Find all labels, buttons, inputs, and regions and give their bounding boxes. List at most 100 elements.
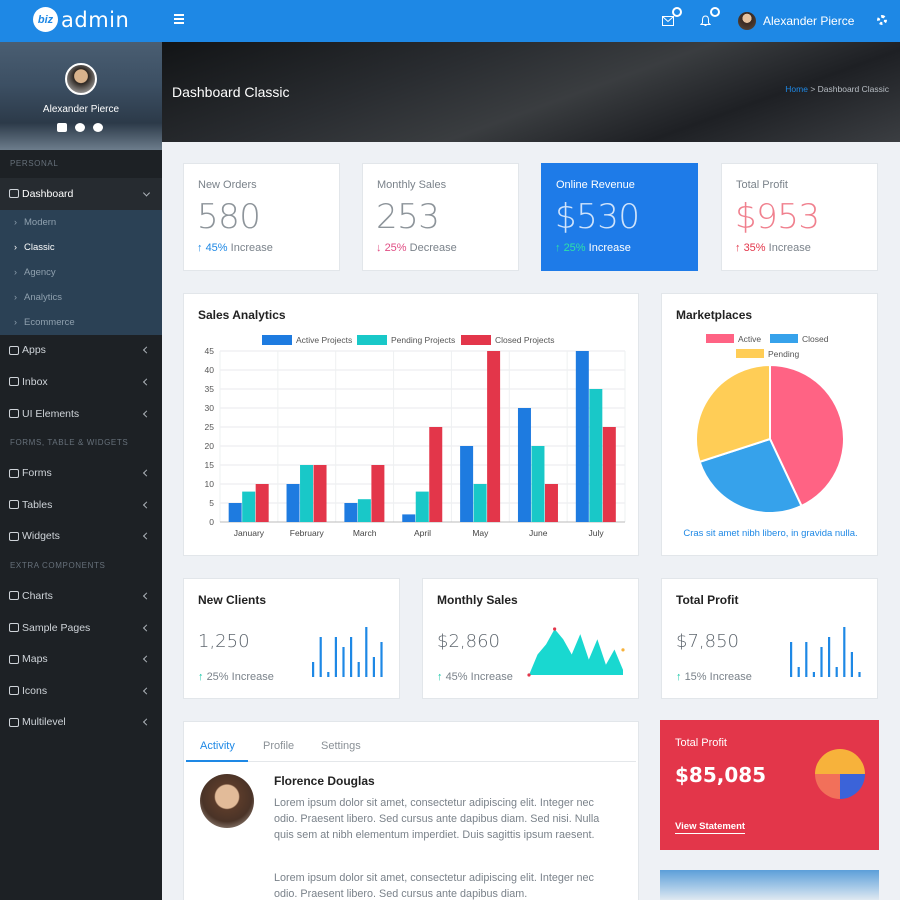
bar bbox=[344, 503, 358, 522]
user-menu[interactable]: Alexander Pierce bbox=[738, 12, 854, 30]
sidebar-item-icons[interactable]: Icons bbox=[0, 675, 162, 707]
stat-card-new-orders: New Orders 580 ↑ 45% Increase bbox=[183, 163, 340, 271]
tab-activity[interactable]: Activity bbox=[200, 740, 235, 752]
bar bbox=[602, 427, 616, 522]
sidebar-item-charts[interactable]: Charts bbox=[0, 580, 162, 612]
view-statement-link[interactable]: View Statement bbox=[675, 821, 746, 834]
mini-delta: ↑ 25% Increase bbox=[198, 671, 274, 683]
y-tick-label: 25 bbox=[205, 422, 215, 432]
bell-notification-dot bbox=[710, 7, 720, 17]
sidebar-item-apps[interactable]: Apps bbox=[0, 335, 162, 367]
card-title: New Clients bbox=[198, 593, 267, 607]
page-header: Dashboard Classic Home > Dashboard Class… bbox=[162, 42, 900, 142]
submenu-item-classic[interactable]: › Classic bbox=[14, 241, 55, 253]
submenu-item-modern[interactable]: › Modern bbox=[14, 216, 57, 228]
x-tick-label: February bbox=[290, 528, 325, 538]
arrow-up-icon: ↑ bbox=[555, 242, 561, 254]
spark-bar bbox=[380, 642, 383, 677]
x-tick-label: January bbox=[234, 528, 265, 538]
chevron-left-icon bbox=[142, 624, 151, 632]
table-icon bbox=[9, 500, 19, 510]
mail-icon[interactable] bbox=[662, 7, 682, 27]
submenu-item-analytics[interactable]: › Analytics bbox=[14, 291, 63, 303]
legend-label: Pending bbox=[768, 349, 799, 359]
x-tick-label: July bbox=[589, 528, 605, 538]
power-icon[interactable] bbox=[93, 123, 103, 132]
stat-delta: ↑ 25% Increase bbox=[555, 242, 631, 254]
sidebar-item-inbox[interactable]: Inbox bbox=[0, 366, 162, 398]
gear-icon[interactable] bbox=[877, 15, 887, 25]
activity-text: Lorem ipsum dolor sit amet, consectetur … bbox=[274, 872, 594, 900]
sidebar-item-dashboard[interactable]: Dashboard bbox=[0, 178, 162, 210]
tab-profile[interactable]: Profile bbox=[263, 740, 295, 752]
card-title: Total Profit bbox=[676, 593, 739, 607]
activity-user-name[interactable]: Florence Douglas bbox=[274, 774, 375, 788]
sidebar-item-sample-pages[interactable]: Sample Pages bbox=[0, 612, 162, 644]
legend-label: Pending Projects bbox=[391, 335, 455, 345]
bar-chart-icon bbox=[9, 591, 19, 601]
spark-point bbox=[553, 627, 557, 631]
spark-bar bbox=[812, 672, 815, 677]
monthly-sales-sparkline bbox=[527, 627, 625, 677]
bar bbox=[313, 465, 327, 522]
edit-icon bbox=[9, 468, 19, 478]
submenu-item-ecommerce[interactable]: › Ecommerce bbox=[14, 316, 75, 328]
profile-name: Alexander Pierce bbox=[42, 104, 120, 115]
stat-value: 580 bbox=[197, 197, 261, 237]
sidebar-item-maps[interactable]: Maps bbox=[0, 643, 162, 675]
spark-bar bbox=[357, 662, 360, 677]
new-clients-sparkline bbox=[312, 627, 383, 677]
spark-bar bbox=[312, 662, 315, 677]
bar bbox=[473, 484, 487, 522]
hamburger-menu-icon[interactable] bbox=[174, 14, 184, 24]
bar bbox=[531, 446, 545, 522]
legend-swatch bbox=[736, 349, 764, 358]
gear-icon[interactable] bbox=[75, 123, 85, 132]
sidebar-item-forms[interactable]: Forms bbox=[0, 457, 162, 489]
spark-bar bbox=[334, 637, 337, 677]
spark-bar bbox=[805, 642, 808, 677]
bell-icon[interactable] bbox=[700, 7, 720, 27]
chevron-left-icon bbox=[142, 592, 151, 600]
page-title: Dashboard Classic bbox=[172, 84, 290, 100]
tab-settings[interactable]: Settings bbox=[321, 740, 361, 752]
y-tick-label: 20 bbox=[205, 441, 215, 451]
sidebar-item-label: Dashboard bbox=[22, 187, 74, 200]
submenu-item-agency[interactable]: › Agency bbox=[14, 266, 56, 278]
breadcrumb-home[interactable]: Home bbox=[785, 84, 808, 94]
bar bbox=[517, 408, 531, 522]
legend-swatch bbox=[461, 335, 491, 345]
bar bbox=[429, 427, 443, 522]
avatar[interactable] bbox=[65, 63, 97, 95]
stat-delta: ↑ 35% Increase bbox=[735, 242, 811, 254]
legend-swatch bbox=[770, 334, 798, 343]
sidebar-item-ui-elements[interactable]: UI Elements bbox=[0, 398, 162, 430]
y-tick-label: 10 bbox=[205, 479, 215, 489]
spark-bar bbox=[820, 647, 823, 677]
legend-label: Closed Projects bbox=[495, 335, 555, 345]
sidebar-item-widgets[interactable]: Widgets bbox=[0, 521, 162, 553]
chevron-left-icon bbox=[142, 410, 151, 418]
layers-icon bbox=[9, 531, 19, 541]
bolt-icon bbox=[9, 686, 19, 696]
arrow-up-icon: ↑ bbox=[735, 242, 741, 254]
mini-delta: ↑ 15% Increase bbox=[676, 671, 752, 683]
sales-analytics-chart: Active Projects Pending Projects Closed Pr… bbox=[205, 335, 626, 538]
user-name: Alexander Pierce bbox=[763, 14, 855, 28]
sidebar: Alexander Pierce PERSONAL Dashboard › Mod… bbox=[0, 42, 162, 900]
spark-bar bbox=[843, 627, 846, 677]
pie-slice bbox=[695, 363, 771, 464]
sidebar-item-tables[interactable]: Tables bbox=[0, 489, 162, 521]
expand-icon bbox=[9, 409, 19, 419]
breadcrumb: Home > Dashboard Classic bbox=[785, 84, 889, 94]
y-tick-label: 5 bbox=[209, 498, 214, 508]
sidebar-item-multilevel[interactable]: Multilevel bbox=[0, 707, 162, 739]
app-logo[interactable]: biz admin bbox=[33, 7, 129, 32]
arrow-up-icon: ↑ bbox=[197, 242, 203, 254]
bar bbox=[228, 503, 242, 522]
avatar[interactable] bbox=[200, 774, 254, 828]
envelope-icon[interactable] bbox=[57, 123, 67, 132]
marketplaces-caption: Cras sit amet nibh libero, in gravida nu… bbox=[683, 528, 858, 539]
legend-label: Closed bbox=[802, 334, 829, 344]
section-extra: EXTRA COMPONENTS bbox=[10, 561, 106, 571]
